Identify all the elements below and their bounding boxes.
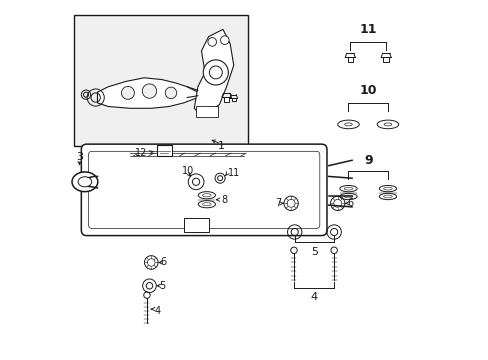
Text: 4: 4 — [154, 306, 160, 316]
Text: 12: 12 — [134, 148, 147, 158]
Bar — [74, 15, 247, 146]
Text: 11: 11 — [359, 23, 376, 36]
Ellipse shape — [78, 177, 92, 187]
Circle shape — [142, 84, 156, 98]
Circle shape — [207, 38, 216, 46]
Circle shape — [165, 87, 176, 99]
FancyBboxPatch shape — [88, 151, 319, 228]
Bar — [183, 218, 208, 232]
FancyBboxPatch shape — [81, 144, 326, 235]
Text: 5: 5 — [159, 281, 165, 291]
Circle shape — [209, 66, 222, 79]
FancyBboxPatch shape — [347, 57, 352, 62]
Text: 10: 10 — [359, 84, 376, 97]
FancyBboxPatch shape — [224, 97, 229, 102]
FancyBboxPatch shape — [383, 57, 388, 62]
Bar — [156, 145, 171, 156]
Bar — [196, 107, 217, 117]
Text: 4: 4 — [310, 292, 317, 302]
Text: 6: 6 — [347, 198, 353, 208]
Polygon shape — [194, 30, 233, 116]
Ellipse shape — [72, 172, 98, 192]
Text: 10: 10 — [182, 166, 194, 176]
Polygon shape — [97, 78, 198, 108]
Text: 7: 7 — [274, 198, 281, 208]
Circle shape — [220, 36, 228, 44]
Text: 9: 9 — [363, 154, 372, 167]
Circle shape — [121, 86, 134, 99]
Text: 5: 5 — [310, 247, 317, 257]
Text: 2: 2 — [156, 147, 164, 159]
FancyBboxPatch shape — [231, 98, 235, 101]
Text: 8: 8 — [221, 195, 227, 205]
Text: 11: 11 — [227, 168, 240, 178]
Text: 6: 6 — [160, 257, 166, 267]
Circle shape — [203, 60, 228, 85]
Text: 1: 1 — [217, 141, 224, 151]
Text: 3: 3 — [76, 152, 83, 162]
